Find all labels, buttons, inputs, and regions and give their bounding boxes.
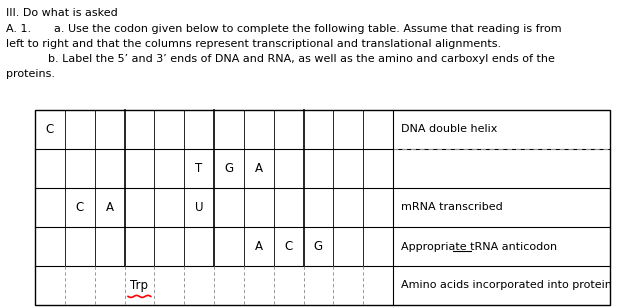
- Text: U: U: [195, 201, 203, 214]
- Text: C: C: [284, 240, 293, 253]
- Text: G: G: [314, 240, 323, 253]
- Bar: [35, 110, 610, 305]
- Text: C: C: [46, 123, 54, 136]
- Text: left to right and that the columns represent transcriptional and translational a: left to right and that the columns repre…: [6, 39, 501, 49]
- Text: III. Do what is asked: III. Do what is asked: [6, 8, 118, 18]
- Text: DNA double helix: DNA double helix: [401, 125, 498, 134]
- Text: A: A: [255, 162, 263, 175]
- Text: Amino acids incorporated into protein: Amino acids incorporated into protein: [401, 281, 612, 290]
- Text: G: G: [224, 162, 233, 175]
- Text: A. 1.: A. 1.: [6, 24, 31, 34]
- Text: a. Use the codon given below to complete the following table. Assume that readin: a. Use the codon given below to complete…: [54, 24, 562, 34]
- Text: C: C: [76, 201, 84, 214]
- Text: b. Label the 5’ and 3’ ends of DNA and RNA, as well as the amino and carboxyl en: b. Label the 5’ and 3’ ends of DNA and R…: [6, 54, 555, 64]
- Text: T: T: [195, 162, 203, 175]
- Text: proteins.: proteins.: [6, 69, 55, 79]
- Text: Appropriate tRNA anticodon: Appropriate tRNA anticodon: [401, 242, 557, 251]
- Text: Trp: Trp: [130, 279, 148, 292]
- Text: A: A: [106, 201, 113, 214]
- Text: mRNA transcribed: mRNA transcribed: [401, 203, 503, 212]
- Text: A: A: [255, 240, 263, 253]
